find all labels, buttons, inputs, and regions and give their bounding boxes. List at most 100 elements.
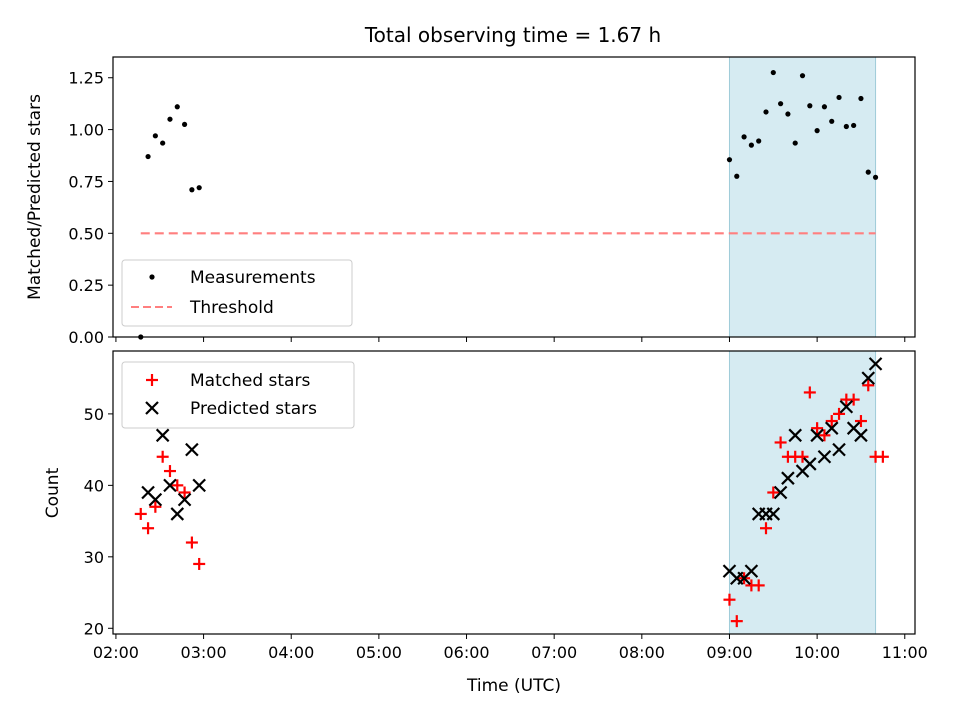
measurement-point <box>152 133 158 139</box>
legend-matched-label: Matched stars <box>190 371 310 391</box>
x-tick-label: 11:00 <box>882 643 928 662</box>
matched-point <box>752 579 765 592</box>
matched-point <box>767 486 780 499</box>
y-tick-label: 50 <box>84 405 104 424</box>
top-panel: 0.00 0.25 0.50 0.75 1.00 1.25 Matched/Predict… <box>25 56 916 347</box>
measurement-point <box>196 185 202 191</box>
x-tick-label: 08:00 <box>619 643 665 662</box>
measurement-points <box>138 69 879 340</box>
y-tick-label: 30 <box>84 548 104 567</box>
matched-point <box>759 522 772 535</box>
measurement-point <box>145 153 151 160</box>
matched-point <box>847 393 860 406</box>
top-plot-frame <box>112 56 916 338</box>
predicted-point <box>177 492 192 507</box>
predicted-point <box>817 449 832 464</box>
measurement-point <box>785 111 791 117</box>
predicted-point <box>868 357 883 371</box>
x-tick-label: 07:00 <box>531 643 577 662</box>
bottom-y-grid-ticks: 20 30 40 50 <box>84 405 113 638</box>
top-y-grid-ticks: 0.00 0.25 0.50 0.75 1.00 1.25 <box>68 69 113 347</box>
x-tick-label: 10:00 <box>794 643 840 662</box>
predicted-point <box>832 442 846 457</box>
legend-measurements-marker <box>149 274 155 280</box>
predicted-point <box>839 399 854 414</box>
x-axis-label: Time (UTC) <box>466 676 561 696</box>
measurement-point <box>763 109 769 115</box>
predicted-point <box>155 428 170 443</box>
matched-point <box>178 486 191 499</box>
matched-point <box>833 407 846 420</box>
x-tick-label: 09:00 <box>706 643 752 662</box>
measurement-point <box>778 101 784 107</box>
x-tick-label: 03:00 <box>181 643 227 662</box>
measurement-point <box>726 157 733 163</box>
measurement-point <box>858 95 864 102</box>
measurement-point <box>734 173 740 179</box>
matched-point <box>185 536 198 549</box>
matched-point <box>171 479 184 492</box>
matched-point <box>149 500 162 513</box>
predicted-point <box>824 421 839 435</box>
y-tick-label: 0.75 <box>68 172 104 191</box>
matched-point <box>803 386 816 399</box>
top-x-ticks <box>115 337 906 342</box>
predicted-point <box>810 428 824 443</box>
predicted-point <box>192 478 206 493</box>
measurement-point <box>814 128 820 134</box>
bottom-legend-box <box>121 361 355 429</box>
measurement-point <box>851 122 857 129</box>
x-tick-label: 02:00 <box>93 643 139 662</box>
x-tick-label: 06:00 <box>443 643 489 662</box>
predicted-point <box>788 428 802 443</box>
matched-point <box>774 436 787 449</box>
measurement-point <box>843 123 849 130</box>
top-legend: Measurements Threshold <box>121 259 353 327</box>
y-tick-label: 1.25 <box>68 69 104 88</box>
predicted-point <box>773 485 788 500</box>
predicted-point <box>781 471 795 485</box>
y-tick-label: 0.25 <box>68 276 104 295</box>
measurement-point <box>829 118 835 124</box>
measurement-point <box>741 134 747 140</box>
matched-point <box>796 450 809 463</box>
predicted-point <box>766 507 781 521</box>
matched-point <box>811 422 824 435</box>
matched-point <box>854 415 867 428</box>
bottom-legend: Matched stars Predicted stars <box>121 361 355 429</box>
measurement-point <box>799 73 806 79</box>
measurement-point <box>160 140 166 146</box>
legend-predicted-label: Predicted stars <box>190 399 317 419</box>
predicted-point <box>861 371 876 385</box>
measurement-point <box>189 187 195 193</box>
predicted-point <box>185 442 199 457</box>
measurement-point <box>792 140 798 146</box>
measurement-point <box>181 121 188 128</box>
y-tick-label: 20 <box>84 619 104 638</box>
predicted-point <box>744 564 759 578</box>
bottom-y-axis-label: Count <box>43 467 63 518</box>
bottom-plot-frame <box>112 350 916 635</box>
predicted-points <box>141 357 883 586</box>
matched-point <box>730 615 743 628</box>
measurement-point <box>748 142 754 148</box>
y-tick-label: 1.00 <box>68 121 104 140</box>
y-tick-label: 0.50 <box>68 224 104 243</box>
measurement-point <box>167 116 173 122</box>
matched-point <box>193 557 206 570</box>
matched-point <box>156 450 169 463</box>
predicted-point <box>163 478 177 493</box>
top-legend-box <box>121 259 353 327</box>
top-y-axis-label: Matched/Predicted stars <box>25 94 45 300</box>
matched-point <box>142 522 155 535</box>
y-tick-label: 40 <box>84 476 104 495</box>
matched-point <box>862 379 875 392</box>
bottom-highlight-span <box>728 350 877 635</box>
matched-point <box>163 465 176 478</box>
measurement-point <box>836 94 842 101</box>
measurement-point <box>756 138 762 144</box>
y-tick-label: 0.00 <box>68 328 104 347</box>
predicted-point <box>148 492 163 507</box>
measurement-point <box>770 69 776 76</box>
matched-point <box>876 450 889 463</box>
